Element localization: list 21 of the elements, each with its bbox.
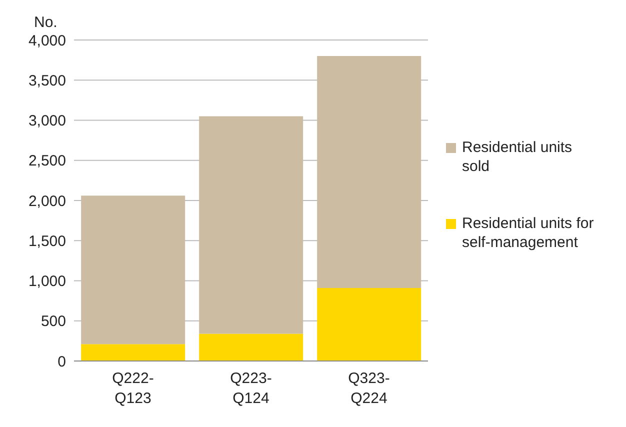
legend-label: Residential units sold (462, 138, 574, 176)
bar (317, 288, 422, 361)
x-tick-label: Q223-Q124 (230, 370, 272, 407)
x-tick-label: Q222-Q123 (112, 370, 154, 407)
y-tick-label: 0 (58, 353, 66, 370)
bar (81, 344, 186, 361)
bar (199, 334, 304, 361)
y-tick-label: 4,000 (28, 32, 66, 50)
y-tick-label: 500 (40, 313, 66, 330)
bar (199, 116, 304, 334)
y-axis-title: No. (34, 14, 58, 31)
bar (317, 56, 422, 288)
y-tick-label: 2,000 (28, 192, 66, 210)
x-tick-label: Q323-Q224 (348, 370, 390, 407)
y-tick-label: 3,000 (28, 112, 66, 130)
y-tick-label: 1,500 (28, 232, 66, 250)
y-tick-label: 3,500 (28, 72, 66, 90)
y-tick-label: 2,500 (28, 152, 66, 170)
y-tick-label: 1,000 (28, 273, 66, 290)
legend-label: Residential units for self-management (462, 214, 595, 252)
bar (81, 196, 186, 344)
